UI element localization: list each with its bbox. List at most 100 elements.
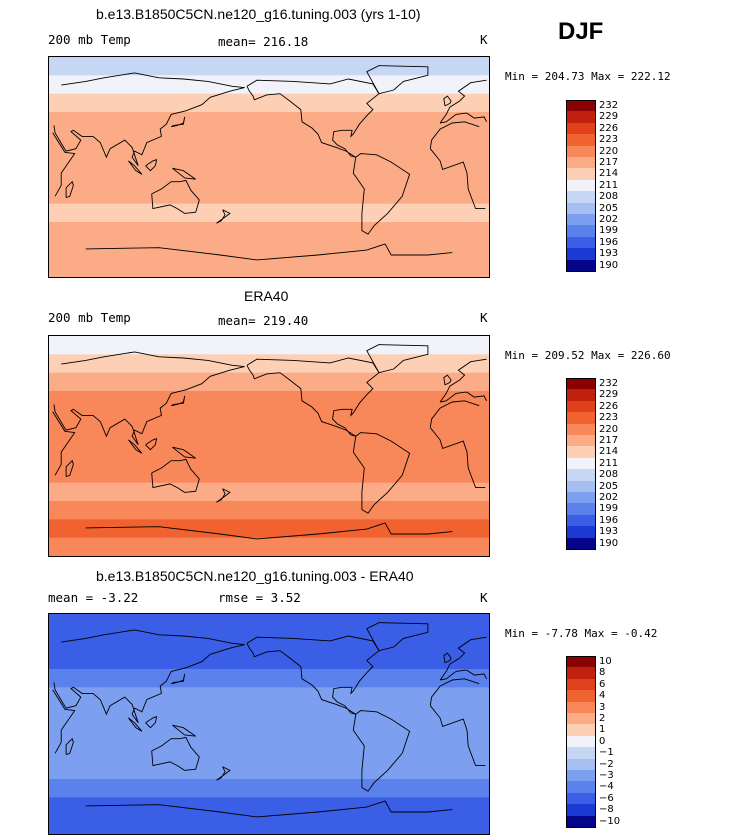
panel-1-center-label: mean= 216.18: [218, 34, 309, 49]
coastline: [172, 446, 196, 459]
zonal-band: [49, 501, 489, 520]
panel-2-map-svg: [49, 336, 489, 556]
colorbar-tick-label: 2: [599, 713, 606, 724]
coastline: [366, 65, 429, 95]
colorbar-tick-label: 10: [599, 656, 612, 667]
colorbar-tick-label: −2: [599, 758, 614, 770]
colorbar-tick-label: 202: [599, 214, 619, 225]
colorbar-tick-label: 8: [599, 667, 606, 679]
zonal-band: [49, 391, 489, 410]
zonal-band: [49, 57, 489, 76]
zonal-band: [49, 760, 489, 780]
panel-2-colorbar: 232 229 226 223 220 217 214 211 208 205 202 199 196 1…: [566, 378, 626, 550]
panel-2-left-label: 200 mb Temp: [48, 310, 131, 325]
zonal-band: [49, 724, 489, 743]
coastline: [170, 673, 186, 685]
colorbar-tick-label: 223: [599, 134, 619, 146]
colorbar-tick-label: 199: [599, 225, 619, 237]
zonal-band: [49, 409, 489, 429]
colorbar-tick-label: 211: [599, 457, 619, 469]
colorbar-swatch: [566, 537, 596, 550]
coastline: [52, 121, 486, 210]
panel-2-minmax: Min = 209.52 Max = 226.60: [505, 349, 671, 362]
zonal-band: [49, 537, 489, 556]
zonal-band: [49, 222, 489, 241]
coastline: [170, 395, 186, 407]
zonal-band: [49, 632, 489, 652]
panel-3-map: [48, 613, 490, 835]
coastline: [172, 167, 196, 180]
zonal-band: [49, 203, 489, 223]
zonal-band: [49, 75, 489, 95]
colorbar-tick-label: −4: [599, 781, 614, 793]
panel-2-center-label: mean= 219.40: [218, 313, 309, 328]
coastline: [145, 438, 158, 451]
zonal-band: [49, 705, 489, 725]
coastline: [145, 159, 158, 172]
coastline: [443, 652, 452, 664]
panel-3-colorbar: 10 8 6 4 3 2 1 0 −1 −2 −3 −4 −6 −8 −10: [566, 656, 626, 828]
colorbar-tick-label: 232: [599, 378, 619, 389]
colorbar-tick-label: 214: [599, 446, 619, 458]
panel-1-map-svg: [49, 57, 489, 277]
zonal-band: [49, 519, 489, 539]
colorbar-tick-label: −10: [599, 815, 621, 827]
zonal-band: [49, 687, 489, 707]
coastline: [366, 344, 429, 374]
coastline: [151, 458, 200, 493]
zonal-band: [49, 372, 489, 392]
coastline: [85, 522, 453, 540]
zonal-band: [49, 130, 489, 150]
colorbar-tick-label: 6: [599, 678, 606, 690]
colorbar-tick-label: 226: [599, 122, 619, 134]
colorbar-tick-label: 208: [599, 191, 619, 203]
colorbar-tick-label: 217: [599, 435, 619, 446]
colorbar-tick-label: 202: [599, 492, 619, 503]
zonal-band: [49, 464, 489, 484]
colorbar-tick-label: 193: [599, 248, 619, 260]
coastline: [170, 116, 186, 128]
zonal-band: [49, 258, 489, 277]
coastline: [65, 180, 74, 199]
colorbar-tick-label: 1: [599, 724, 606, 736]
zonal-band: [49, 446, 489, 465]
zonal-band: [49, 815, 489, 834]
colorbar-tick-label: −1: [599, 747, 614, 759]
panel-1-units: K: [480, 32, 488, 47]
coastline: [352, 710, 411, 792]
zonal-band: [49, 742, 489, 762]
colorbar-tick-label: −8: [599, 804, 614, 816]
coastline: [128, 160, 143, 175]
colorbar-tick-label: 4: [599, 690, 606, 702]
zonal-band: [49, 482, 489, 502]
colorbar-tick-label: 193: [599, 526, 619, 538]
colorbar-tick-label: 232: [599, 100, 619, 111]
coastline: [128, 439, 143, 454]
coastline: [352, 432, 411, 514]
coastline: [216, 209, 231, 224]
coastline: [128, 717, 143, 732]
coastline: [53, 72, 488, 167]
zonal-band: [49, 167, 489, 186]
zonal-band: [49, 427, 489, 447]
colorbar-tick-label: 3: [599, 701, 606, 713]
colorbar-tick-label: 0: [599, 735, 606, 747]
zonal-band: [49, 797, 489, 817]
zonal-band: [49, 112, 489, 131]
panel-2-title: ERA40: [244, 288, 289, 304]
zonal-band: [49, 336, 489, 355]
coastline: [151, 736, 200, 771]
zonal-band: [49, 185, 489, 205]
coastline: [65, 459, 74, 478]
colorbar-swatch: [566, 259, 596, 272]
colorbar-tick-label: 217: [599, 157, 619, 168]
coastline: [145, 716, 158, 729]
coastline: [352, 153, 411, 235]
coastline: [443, 374, 452, 386]
panel-3-center-label: rmse = 3.52: [218, 590, 301, 605]
colorbar-tick-label: 199: [599, 503, 619, 515]
panel-3-minmax: Min = -7.78 Max = -0.42: [505, 627, 658, 640]
zonal-band: [49, 650, 489, 670]
colorbar-tick-label: 229: [599, 111, 619, 123]
panel-2-map: [48, 335, 490, 557]
